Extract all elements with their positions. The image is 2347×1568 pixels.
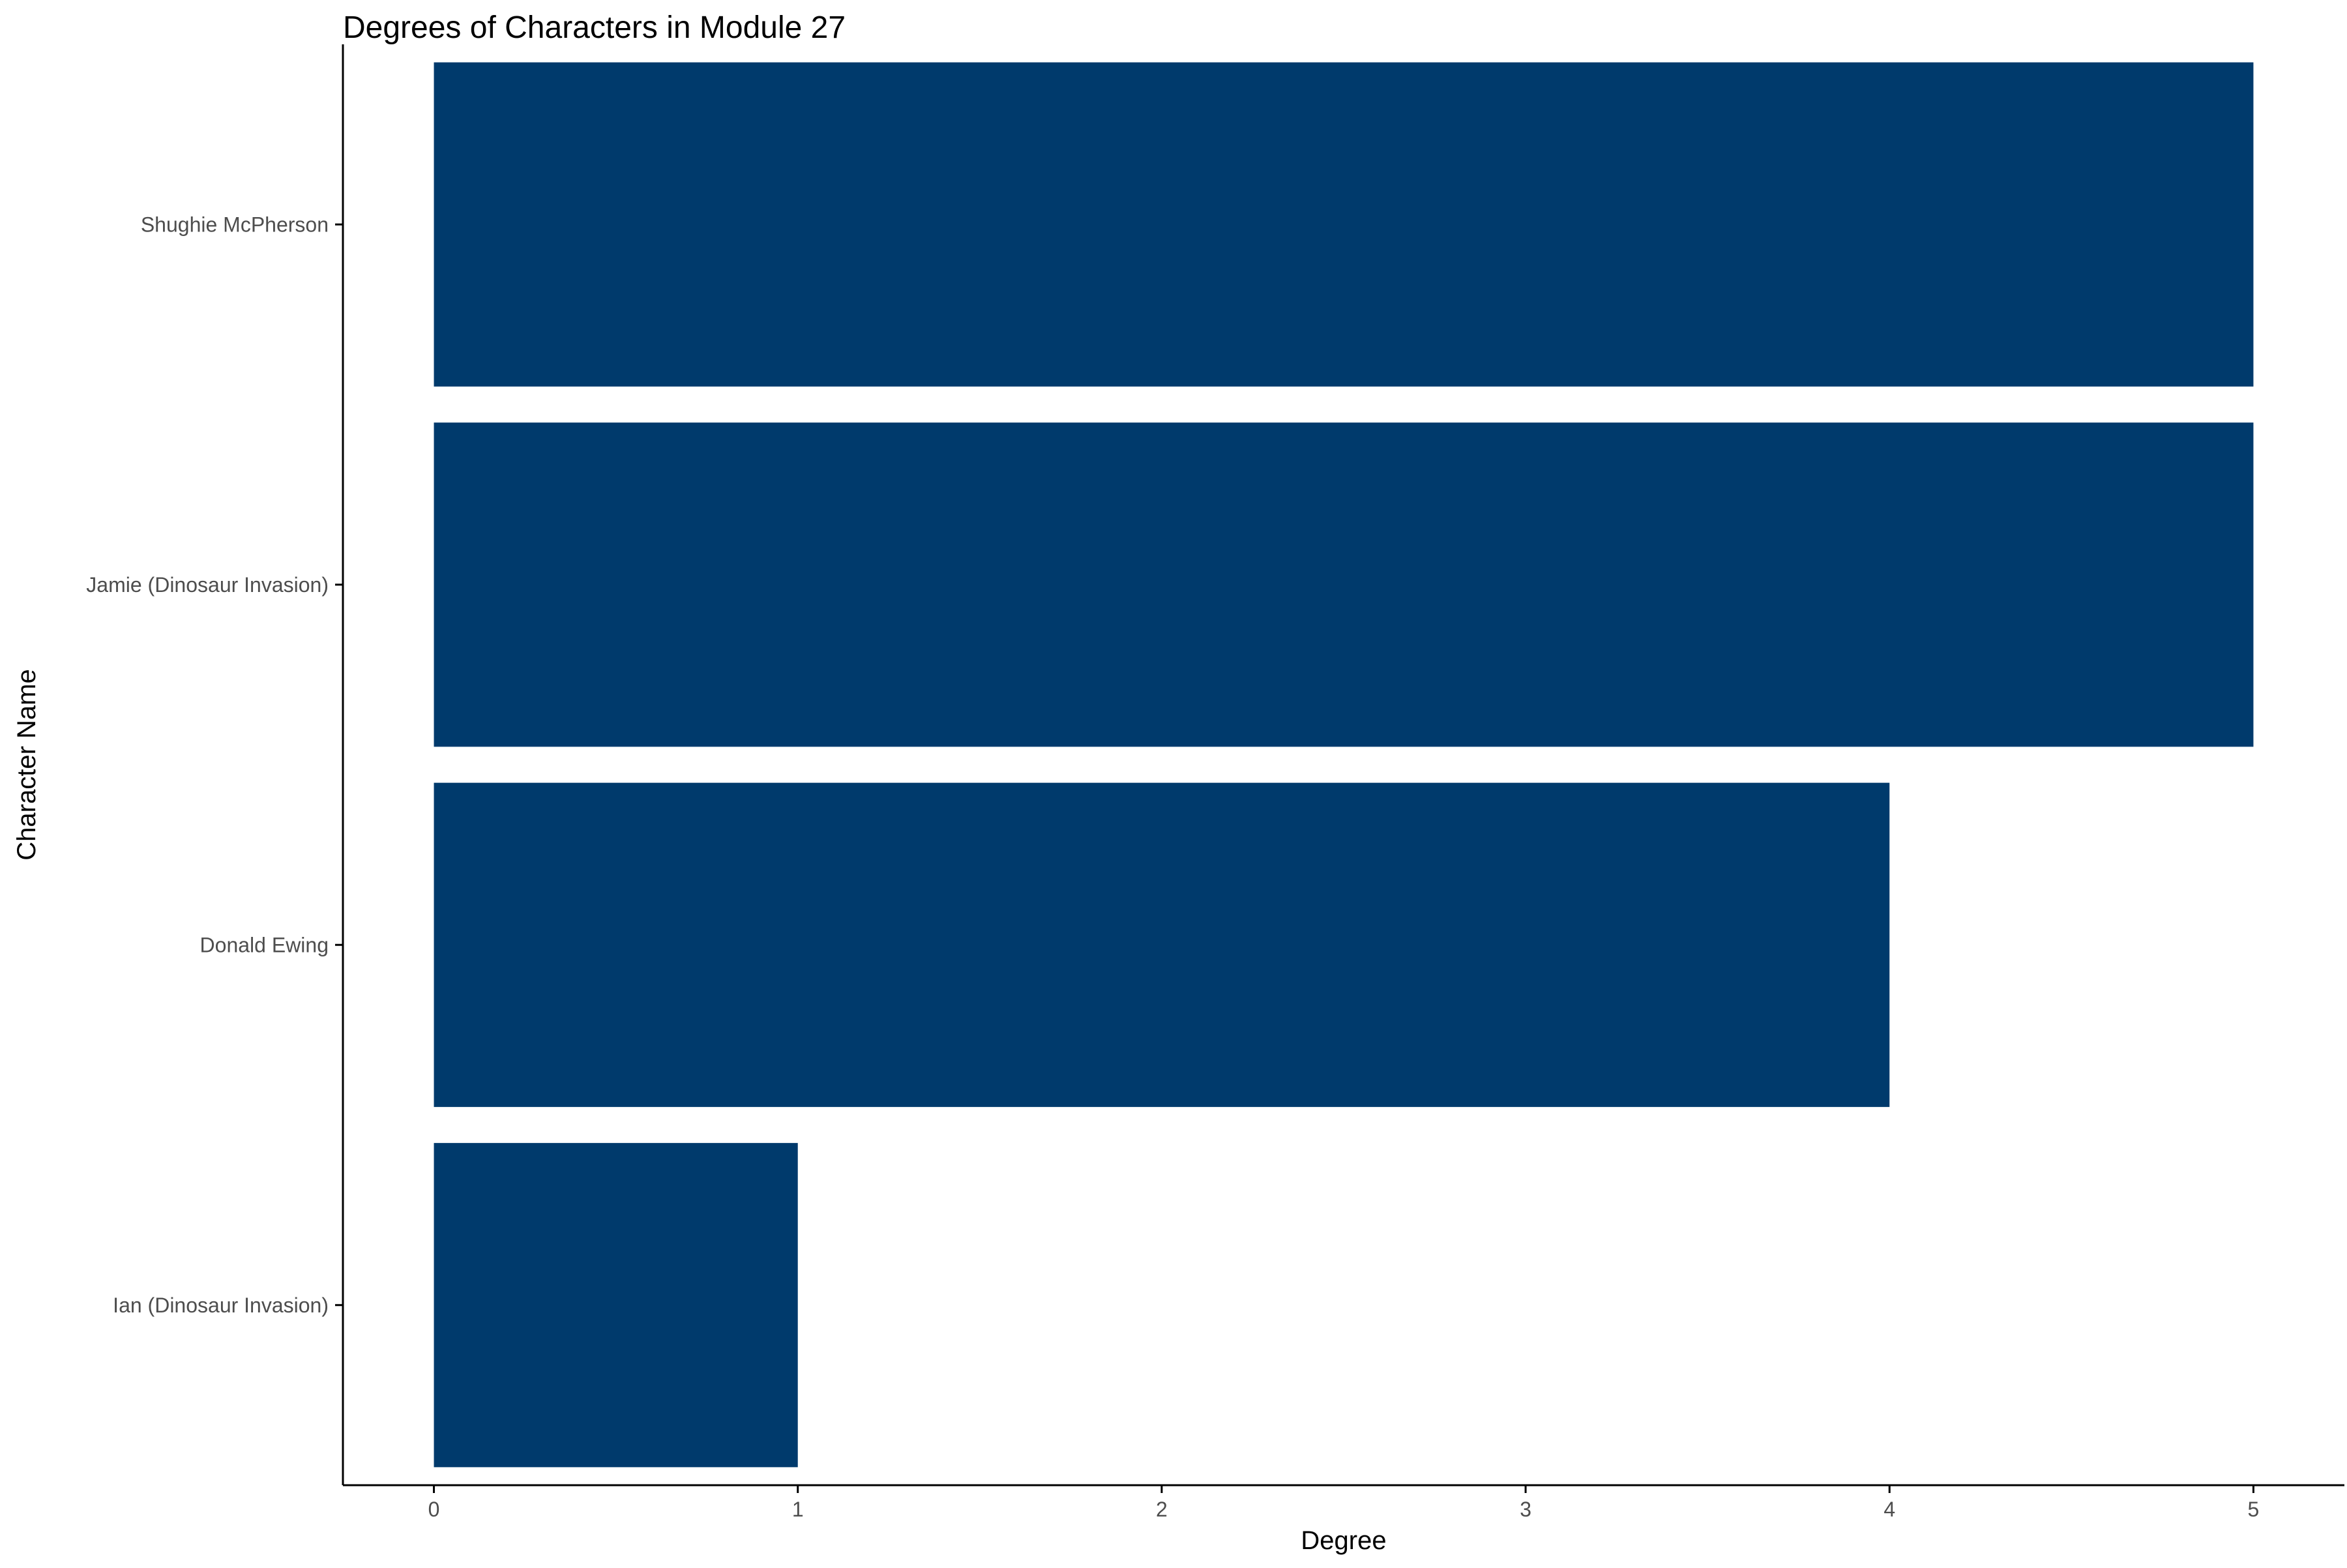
bar-1 — [434, 422, 2254, 747]
bar-2 — [434, 782, 1890, 1107]
x-tick-label: 5 — [2248, 1498, 2260, 1521]
y-tick-label: Donald Ewing — [200, 933, 329, 956]
x-axis-title: Degree — [1301, 1526, 1386, 1555]
chart-title: Degrees of Characters in Module 27 — [343, 10, 846, 45]
bar-3 — [434, 1143, 798, 1468]
x-tick-label: 0 — [428, 1498, 440, 1521]
bars-group — [434, 62, 2254, 1468]
y-tick-label: Ian (Dinosaur Invasion) — [113, 1294, 329, 1317]
x-tick-label: 2 — [1156, 1498, 1168, 1521]
bar-0 — [434, 62, 2254, 387]
x-ticks-group: 0 1 2 3 4 5 — [428, 1485, 2260, 1521]
y-tick-label: Shughie McPherson — [141, 213, 329, 236]
y-axis-title: Character Name — [12, 669, 41, 860]
x-tick-label: 4 — [1883, 1498, 1895, 1521]
x-tick-label: 1 — [792, 1498, 804, 1521]
y-tick-label: Jamie (Dinosaur Invasion) — [86, 573, 329, 597]
y-ticks-group: Shughie McPherson Jamie (Dinosaur Invasio… — [86, 213, 343, 1317]
x-tick-label: 3 — [1520, 1498, 1531, 1521]
